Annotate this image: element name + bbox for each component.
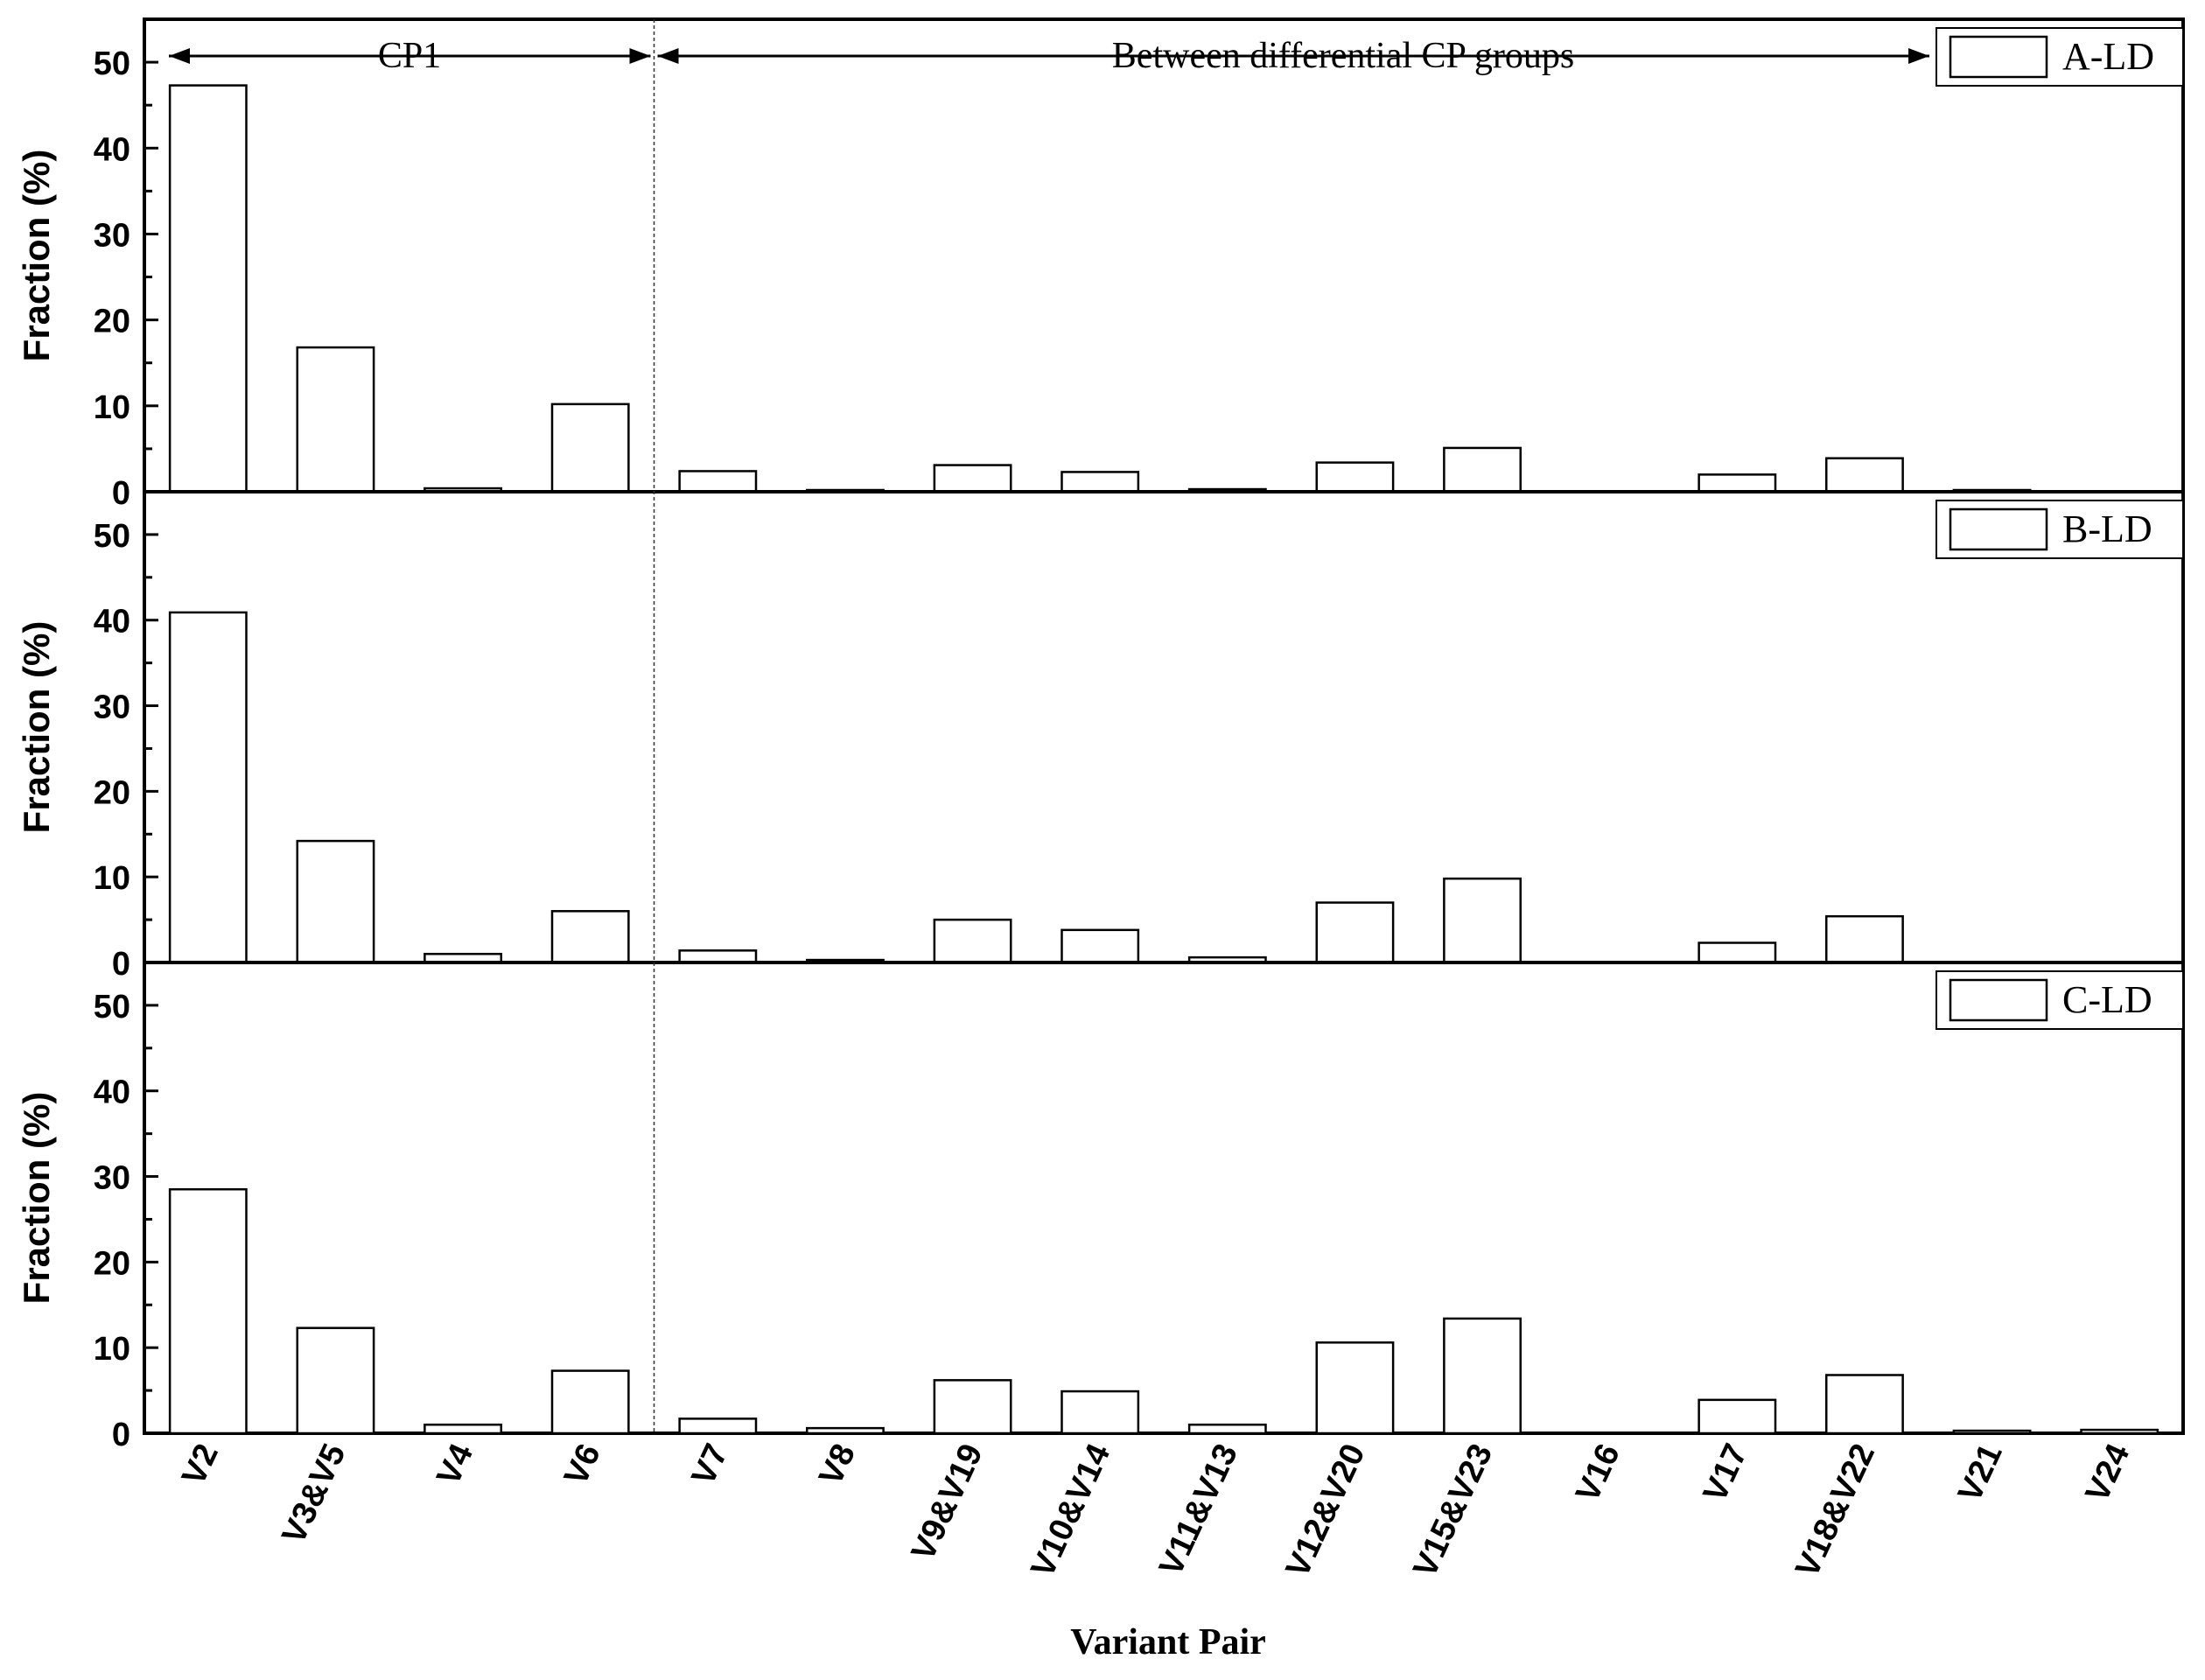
bar-v9-v19 (933, 1379, 1012, 1435)
y-tick-label: 10 (94, 860, 130, 897)
y-tick-label: 20 (94, 1245, 130, 1282)
annotation-cp1: CP1 (378, 36, 441, 76)
panel-frame (143, 490, 2185, 964)
x-tick-label: V12&V20 (1279, 1438, 1373, 1583)
bar-v15-v23 (1443, 446, 1522, 494)
cp1-arrow (169, 48, 651, 64)
y-axis-title: Fraction (%) (16, 1092, 57, 1305)
x-tick-label: V10&V14 (1025, 1438, 1118, 1583)
y-tick-label: 30 (94, 1160, 130, 1197)
y-tick-label: 50 (94, 989, 130, 1026)
x-tick-label: V17 (1697, 1438, 1755, 1508)
bar-v11-v13 (1187, 1423, 1267, 1435)
y-tick-label: 40 (94, 1074, 130, 1111)
bar-v3-v5 (296, 346, 375, 494)
y-tick-label: 0 (112, 1417, 130, 1453)
x-tick-label: V2 (175, 1438, 226, 1491)
bar-v24 (2080, 1428, 2160, 1435)
y-tick-label: 0 (112, 946, 130, 983)
bar-v6 (550, 1369, 630, 1435)
panel-b-ld: 0 10 20 30 40 50 Fraction (%) B-LD (16, 490, 2185, 983)
arrow-head-left (169, 48, 190, 64)
bar-v15-v23 (1443, 877, 1522, 964)
bar-v2 (168, 1187, 248, 1435)
x-axis-title: Variant Pair (1070, 1622, 1266, 1662)
bar-v17 (1698, 1398, 1777, 1435)
x-tick-label: V4 (430, 1438, 481, 1491)
legend-swatch (1949, 35, 2048, 79)
bar-v8 (806, 1426, 885, 1435)
arrow-head-left (657, 48, 679, 64)
bar-v17 (1698, 942, 1777, 964)
annotation-layer: CP1 Between differential CP groups (169, 35, 1929, 77)
bar-v10-v14 (1060, 471, 1140, 494)
legend-c-ld: C-LD (1936, 970, 2184, 1030)
panel-a-ld: 0 10 20 30 40 50 Fraction (%) A-LD (16, 18, 2185, 512)
bar-v12-v20 (1315, 1341, 1395, 1435)
x-tick-label: V9&V19 (905, 1438, 990, 1566)
x-tick-label: V6 (557, 1438, 608, 1491)
bar-v18-v22 (1825, 914, 1904, 964)
y-tick-label: 20 (94, 774, 130, 811)
bar-v6 (550, 402, 630, 494)
x-tick-label: V24 (2079, 1438, 2138, 1508)
bar-v7 (678, 470, 758, 494)
bar-v3-v5 (296, 1326, 375, 1435)
bar-v2 (168, 611, 248, 964)
legend-swatch (1949, 978, 2048, 1022)
y-tick-label: 10 (94, 389, 130, 426)
legend-label: B-LD (2062, 508, 2152, 550)
legend-a-ld: A-LD (1936, 27, 2184, 87)
x-tick-label: V8 (812, 1438, 863, 1491)
legend-label: C-LD (2062, 978, 2152, 1021)
x-tick-label: V15&V23 (1406, 1438, 1500, 1583)
panel-frame (143, 961, 2185, 1435)
legend-swatch (1949, 508, 2048, 551)
x-tick-label: V3&V5 (276, 1438, 354, 1550)
between-arrow (657, 48, 1929, 64)
bar-v2 (168, 84, 248, 494)
panel-c-ld: 0 10 20 30 40 50 Fraction (%) C-LD (16, 961, 2185, 1453)
bar-v6 (550, 910, 630, 964)
bar-v3-v5 (296, 839, 375, 964)
bar-v10-v14 (1060, 928, 1140, 964)
bar-v12-v20 (1315, 461, 1395, 494)
x-tick-label: V11&V13 (1152, 1438, 1245, 1581)
annotation-between: Between differential CP groups (1112, 36, 1574, 76)
bar-v7 (678, 1418, 758, 1435)
legend-b-ld: B-LD (1936, 500, 2184, 559)
bar-v17 (1698, 473, 1777, 494)
bar-v7 (678, 949, 758, 964)
y-tick-label: 10 (94, 1331, 130, 1368)
arrow-head-right (629, 48, 651, 64)
arrow-head-right (1908, 48, 1929, 64)
x-tick-label: V18&V22 (1788, 1438, 1882, 1583)
y-tick-label: 30 (94, 690, 130, 726)
y-tick-label: 0 (112, 475, 130, 512)
bar-v18-v22 (1825, 457, 1904, 494)
x-tick-label: V21 (1951, 1438, 2010, 1508)
x-tick-label: V16 (1569, 1438, 1628, 1508)
bar-v4 (424, 1423, 502, 1435)
y-axis-title: Fraction (%) (16, 621, 57, 834)
panel-frame (143, 18, 2185, 494)
bar-v21 (1952, 1429, 2032, 1435)
y-axis-title: Fraction (%) (16, 150, 57, 362)
y-tick-label: 20 (94, 304, 130, 340)
panels: 0 10 20 30 40 50 Fraction (%) A-LD 0 10 20 30 40 50 Fr… (16, 18, 2185, 1583)
bar-v9-v19 (933, 918, 1012, 964)
y-tick-label: 50 (94, 46, 130, 82)
y-tick-label: 50 (94, 518, 130, 555)
y-tick-label: 30 (94, 217, 130, 254)
y-tick-label: 40 (94, 604, 130, 640)
bar-v9-v19 (933, 464, 1012, 494)
bar-v12-v20 (1315, 901, 1395, 964)
bar-v18-v22 (1825, 1374, 1904, 1435)
bar-v10-v14 (1060, 1390, 1140, 1435)
x-tick-label: V7 (685, 1438, 736, 1491)
bar-v15-v23 (1443, 1317, 1522, 1435)
y-tick-label: 40 (94, 131, 130, 168)
legend-label: A-LD (2062, 35, 2154, 78)
